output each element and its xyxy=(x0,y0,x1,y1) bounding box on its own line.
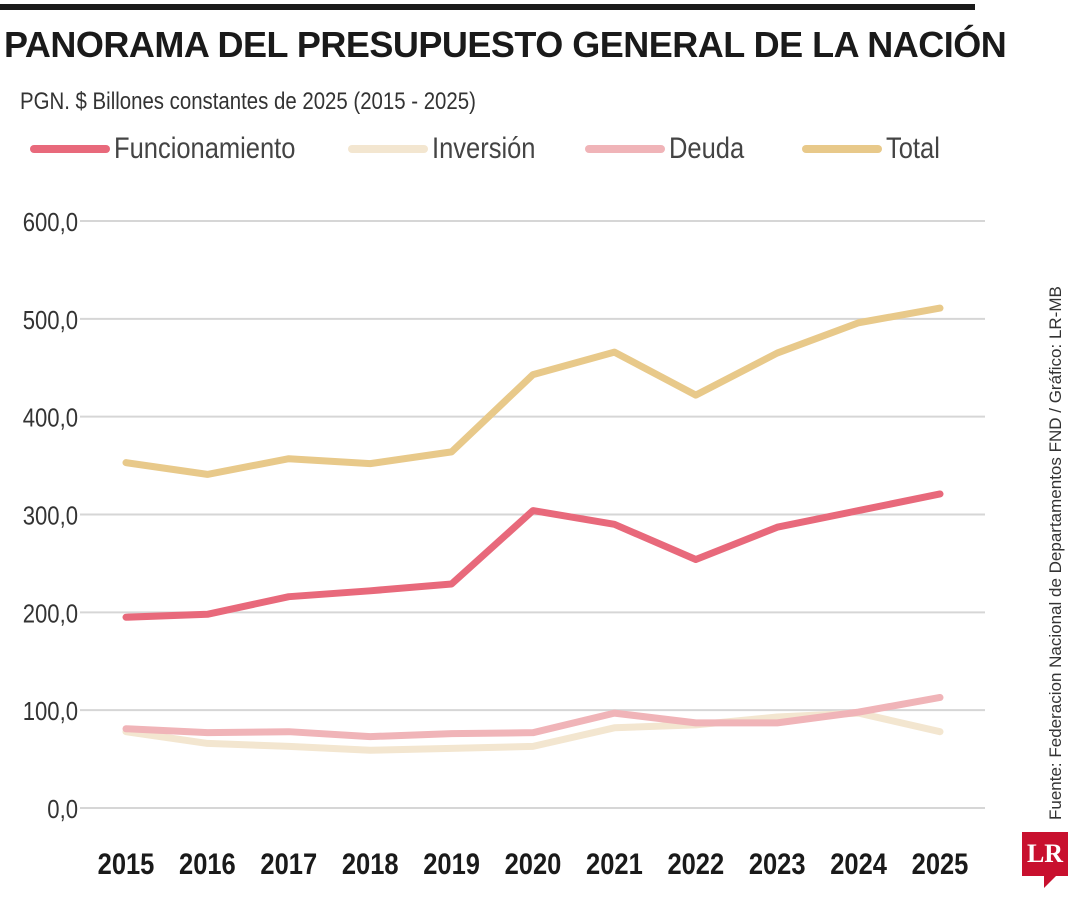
legend-item-total: Total xyxy=(802,132,949,166)
y-tick-label: 300,0 xyxy=(23,502,78,531)
x-tick-label: 2016 xyxy=(179,847,236,880)
lr-logo: LR xyxy=(1022,832,1068,876)
legend-label: Deuda xyxy=(669,132,745,165)
x-tick-label: 2019 xyxy=(423,847,480,880)
legend-label: Funcionamiento xyxy=(114,132,296,165)
legend-label: Inversión xyxy=(432,132,536,165)
series-line-inversion xyxy=(122,709,944,754)
x-tick-label: 2015 xyxy=(98,847,155,880)
x-tick-label: 2020 xyxy=(505,847,562,880)
lr-logo-tail xyxy=(1044,876,1056,888)
legend-label: Total xyxy=(886,132,940,165)
legend-item-funcionamiento: Funcionamiento xyxy=(30,132,327,166)
chart-title: PANORAMA DEL PRESUPUESTO GENERAL DE LA N… xyxy=(4,24,1007,65)
y-tick-label: 600,0 xyxy=(23,208,78,237)
y-tick-label: 500,0 xyxy=(23,306,78,335)
x-tick-label: 2022 xyxy=(667,847,724,880)
series-line-total xyxy=(122,304,944,478)
legend-swatch xyxy=(802,145,882,153)
legend-swatch xyxy=(585,145,665,153)
x-tick-label: 2021 xyxy=(586,847,643,880)
chart-subtitle: PGN. $ Billones constantes de 2025 (2015… xyxy=(20,88,476,115)
x-tick-label: 2025 xyxy=(912,847,969,880)
series-line-funcionamiento xyxy=(122,490,944,621)
legend-item-inversion: Inversión xyxy=(348,132,554,166)
y-tick-label: 400,0 xyxy=(23,404,78,433)
x-tick-label: 2024 xyxy=(830,847,887,880)
x-tick-label: 2023 xyxy=(749,847,806,880)
series-line-deuda xyxy=(122,693,944,741)
x-tick-label: 2017 xyxy=(260,847,317,880)
source-note: Fuente: Federacion Nacional de Departame… xyxy=(1046,286,1065,820)
legend-swatch xyxy=(30,145,110,153)
x-tick-label: 2018 xyxy=(342,847,399,880)
legend-item-deuda: Deuda xyxy=(585,132,757,166)
y-tick-label: 100,0 xyxy=(23,698,78,727)
y-tick-label: 200,0 xyxy=(23,600,78,629)
y-tick-label: 0,0 xyxy=(47,795,78,824)
top-rule xyxy=(0,4,975,10)
legend-swatch xyxy=(348,145,428,153)
